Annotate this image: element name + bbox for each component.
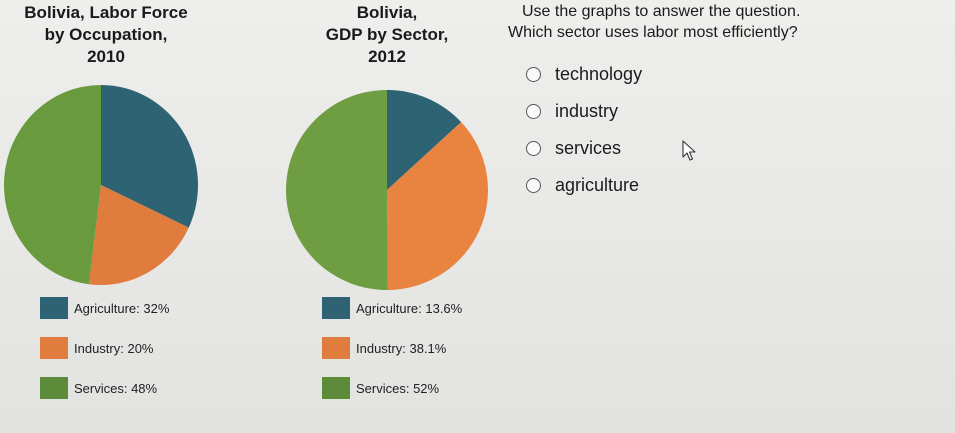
option-agriculture[interactable]: agriculture xyxy=(526,175,639,196)
legend-swatch xyxy=(40,337,68,359)
legend-item-industry: Industry: 20% xyxy=(40,337,169,359)
legend-item-agriculture: Agriculture: 32% xyxy=(40,297,169,319)
radio-button[interactable] xyxy=(526,178,541,193)
gdp-legend: Agriculture: 13.6% Industry: 38.1% Servi… xyxy=(322,297,462,417)
legend-swatch xyxy=(322,297,350,319)
option-services[interactable]: services xyxy=(526,138,621,159)
radio-button[interactable] xyxy=(526,141,541,156)
gdp-chart: Bolivia, GDP by Sector, 2012 xyxy=(280,0,494,68)
labor-force-chart: Bolivia, Labor Force by Occupation, 2010 xyxy=(0,0,212,68)
legend-label: Agriculture: 13.6% xyxy=(356,300,463,316)
pie-slice-services xyxy=(4,85,101,285)
labor-force-pie xyxy=(4,85,198,285)
title-line: Bolivia, xyxy=(356,3,418,22)
radio-button[interactable] xyxy=(526,104,541,119)
question-instruction: Use the graphs to answer the question. xyxy=(522,3,801,20)
legend-item-industry: Industry: 38.1% xyxy=(322,337,462,359)
question-prompt: Which sector uses labor most efficiently… xyxy=(508,24,798,41)
radio-button[interactable] xyxy=(526,67,541,82)
legend-swatch xyxy=(40,377,68,399)
title-line: GDP by Sector, xyxy=(325,25,449,44)
pie-slice-services xyxy=(285,90,388,290)
pie-slice-agriculture xyxy=(101,85,198,228)
option-industry[interactable]: industry xyxy=(526,101,618,122)
option-label[interactable]: technology xyxy=(555,64,643,84)
pie-slice-industry xyxy=(88,185,189,285)
legend-item-services: Services: 52% xyxy=(322,377,462,399)
legend-item-agriculture: Agriculture: 13.6% xyxy=(322,297,462,319)
pie-slice-industry xyxy=(387,122,488,290)
legend-swatch xyxy=(40,297,68,319)
title-line: 2012 xyxy=(368,47,406,66)
labor-force-legend: Agriculture: 32% Industry: 20% Services:… xyxy=(40,297,169,417)
legend-swatch xyxy=(322,377,350,399)
title-line: Bolivia, Labor Force xyxy=(24,3,188,22)
mouse-pointer-icon xyxy=(682,140,696,161)
option-label[interactable]: agriculture xyxy=(555,175,640,195)
legend-label: Services: 52% xyxy=(356,380,440,396)
legend-swatch xyxy=(322,337,350,359)
gdp-chart-title: Bolivia, GDP by Sector, 2012 xyxy=(280,2,494,68)
option-label[interactable]: services xyxy=(555,138,622,158)
legend-label: Agriculture: 32% xyxy=(74,300,170,316)
legend-item-services: Services: 48% xyxy=(40,377,169,399)
title-line: by Occupation, xyxy=(44,25,168,44)
legend-label: Services: 48% xyxy=(74,380,158,396)
legend-label: Industry: 20% xyxy=(74,340,154,356)
labor-force-chart-title: Bolivia, Labor Force by Occupation, 2010 xyxy=(0,2,212,68)
option-label[interactable]: industry xyxy=(555,101,619,121)
gdp-pie xyxy=(285,90,488,290)
option-technology[interactable]: technology xyxy=(526,64,642,85)
legend-label: Industry: 38.1% xyxy=(356,340,447,356)
title-line: 2010 xyxy=(87,47,125,66)
pie-slice-agriculture xyxy=(387,90,462,190)
